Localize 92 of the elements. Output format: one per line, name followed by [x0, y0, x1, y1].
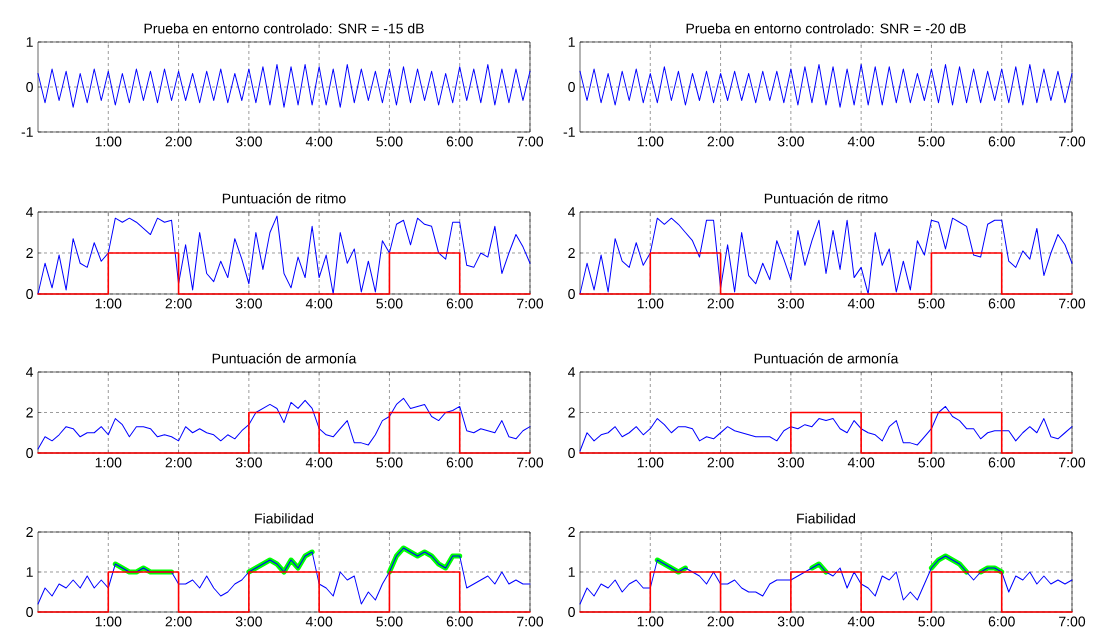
- x-tick-label: 1:00: [637, 616, 664, 627]
- chart-title: Fiabilidad: [255, 513, 314, 524]
- chart-title: Puntuación de armonía: [754, 353, 899, 364]
- x-tick-label: 7:00: [1059, 616, 1086, 627]
- x-tick-label: 7:00: [517, 298, 544, 309]
- x-tick-label: 1:00: [637, 457, 664, 468]
- x-tick-label: 7:00: [517, 136, 544, 147]
- y-tick-label: 2: [568, 527, 575, 537]
- y-tick-label: 2: [568, 407, 575, 418]
- chart-title: Prueba en entorno controlado: SNR = -20 dB: [686, 23, 966, 34]
- y-tick-label: 2: [26, 407, 33, 418]
- x-tick-label: 4:00: [847, 136, 875, 147]
- x-tick-label: 2:00: [165, 136, 192, 147]
- y-tick-label: 0: [26, 448, 33, 458]
- x-tick-label: 4:00: [305, 298, 333, 309]
- x-tick-label: 3:00: [235, 298, 262, 309]
- y-tick-label: 4: [568, 207, 576, 217]
- x-tick-label: 2:00: [707, 616, 734, 627]
- x-tick-label: 1:00: [637, 298, 664, 309]
- line-series: [37, 215, 531, 295]
- chart-title: Prueba en entorno controlado: SNR = -15 dB: [144, 23, 424, 34]
- y-tick-label: 0: [26, 607, 33, 617]
- x-tick-label: 7:00: [1059, 457, 1086, 468]
- x-tick-label: 1:00: [95, 298, 122, 309]
- y-tick-label: 4: [26, 367, 34, 377]
- x-tick-label: 4:00: [305, 136, 333, 147]
- chart-title: Puntuación de ritmo: [764, 193, 888, 204]
- x-tick-label: 4:00: [847, 616, 875, 627]
- x-tick-label: 7:00: [1059, 298, 1086, 309]
- y-tick-label: 1: [26, 567, 33, 577]
- x-tick-label: 3:00: [235, 616, 262, 627]
- x-tick-label: 4:00: [847, 457, 875, 468]
- y-tick-label: 0: [568, 607, 575, 617]
- y-tick-label: 0: [568, 289, 575, 299]
- y-tick-label: -1: [21, 127, 33, 137]
- line-series: [579, 64, 1073, 108]
- x-tick-label: 5:00: [918, 298, 945, 309]
- x-tick-label: 5:00: [376, 457, 403, 468]
- x-tick-label: 6:00: [446, 298, 473, 309]
- x-tick-label: 4:00: [305, 616, 333, 627]
- x-tick-label: 6:00: [446, 616, 473, 627]
- y-tick-label: 0: [26, 289, 33, 299]
- x-tick-label: 6:00: [988, 136, 1015, 147]
- x-tick-label: 7:00: [517, 457, 544, 468]
- x-tick-label: 3:00: [777, 298, 804, 309]
- chart-title: Fiabilidad: [797, 513, 856, 524]
- x-tick-label: 6:00: [988, 298, 1015, 309]
- x-tick-label: 7:00: [517, 616, 544, 627]
- x-tick-label: 1:00: [95, 136, 122, 147]
- x-tick-label: 5:00: [918, 457, 945, 468]
- y-tick-label: 1: [568, 37, 575, 47]
- x-tick-label: 4:00: [305, 457, 333, 468]
- x-tick-label: 5:00: [376, 298, 403, 309]
- x-tick-label: 4:00: [847, 298, 875, 309]
- x-tick-label: 3:00: [235, 136, 262, 147]
- x-tick-label: 2:00: [707, 136, 734, 147]
- x-tick-label: 5:00: [376, 136, 403, 147]
- line-series: [37, 64, 531, 108]
- x-tick-label: 3:00: [777, 616, 804, 627]
- x-tick-label: 6:00: [988, 457, 1015, 468]
- y-tick-label: 0: [568, 448, 575, 458]
- y-tick-label: -1: [563, 127, 575, 137]
- x-tick-label: 2:00: [707, 298, 734, 309]
- x-tick-label: 3:00: [777, 136, 804, 147]
- line-series: [579, 217, 1073, 295]
- y-tick-label: 2: [26, 527, 33, 537]
- chart-title: Puntuación de ritmo: [222, 193, 346, 204]
- x-tick-label: 3:00: [777, 457, 804, 468]
- x-tick-label: 2:00: [707, 457, 734, 468]
- y-tick-label: 2: [568, 248, 575, 258]
- y-tick-label: 1: [26, 37, 33, 47]
- x-tick-label: 6:00: [446, 457, 473, 468]
- x-tick-label: 1:00: [637, 136, 664, 147]
- y-tick-label: 1: [568, 567, 575, 577]
- x-tick-label: 1:00: [95, 457, 122, 468]
- x-tick-label: 1:00: [95, 616, 122, 627]
- x-tick-label: 6:00: [988, 616, 1015, 627]
- x-tick-label: 5:00: [918, 616, 945, 627]
- y-tick-label: 4: [568, 367, 576, 377]
- y-tick-label: 2: [26, 248, 33, 258]
- y-tick-label: 4: [26, 207, 34, 217]
- x-tick-label: 2:00: [165, 457, 192, 468]
- y-tick-label: 0: [26, 82, 33, 92]
- y-tick-label: 0: [568, 82, 575, 92]
- x-tick-label: 2:00: [165, 616, 192, 627]
- chart-title: Puntuación de armonía: [212, 353, 357, 364]
- x-tick-label: 6:00: [446, 136, 473, 147]
- x-tick-label: 3:00: [235, 457, 262, 468]
- x-tick-label: 2:00: [165, 298, 192, 309]
- x-tick-label: 5:00: [918, 136, 945, 147]
- x-tick-label: 7:00: [1059, 136, 1086, 147]
- x-tick-label: 5:00: [376, 616, 403, 627]
